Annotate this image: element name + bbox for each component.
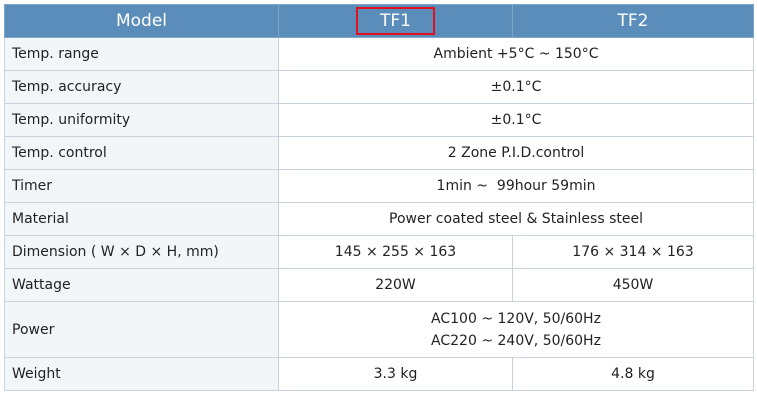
- row-label: Temp. control: [4, 136, 279, 170]
- row-value: ±0.1°C: [278, 70, 754, 104]
- table-row: Power AC100 ~ 120V, 50/60Hz AC220 ~ 240V, …: [4, 301, 754, 358]
- row-value: Ambient +5°C ~ 150°C: [278, 37, 754, 71]
- tf1-highlight: TF1: [356, 7, 435, 35]
- row-value: 1min ~ 99hour 59min: [278, 169, 754, 203]
- table-row: Timer 1min ~ 99hour 59min: [4, 169, 754, 203]
- power-line-1: AC100 ~ 120V, 50/60Hz: [431, 310, 601, 327]
- table-row: Material Power coated steel & Stainless s…: [4, 202, 754, 236]
- row-value: AC100 ~ 120V, 50/60Hz AC220 ~ 240V, 50/60…: [278, 301, 754, 358]
- row-label: Temp. uniformity: [4, 103, 279, 137]
- header-tf2: TF2: [512, 4, 754, 38]
- tf1-value: 3.3 kg: [278, 357, 513, 391]
- tf1-value: 145 × 255 × 163: [278, 235, 513, 269]
- row-label: Material: [4, 202, 279, 236]
- tf2-value: 176 × 314 × 163: [512, 235, 754, 269]
- table-row: Temp. control 2 Zone P.I.D.control: [4, 136, 754, 170]
- row-label: Weight: [4, 357, 279, 391]
- tf2-value: 4.8 kg: [512, 357, 754, 391]
- row-value: 2 Zone P.I.D.control: [278, 136, 754, 170]
- table-row: Weight 3.3 kg 4.8 kg: [4, 357, 754, 391]
- row-label: Temp. accuracy: [4, 70, 279, 104]
- header-tf1: TF1: [278, 4, 513, 38]
- row-label: Wattage: [4, 268, 279, 302]
- header-row: Model TF1 TF2: [4, 4, 754, 38]
- row-label: Timer: [4, 169, 279, 203]
- row-value: Power coated steel & Stainless steel: [278, 202, 754, 236]
- tf1-value: 220W: [278, 268, 513, 302]
- tf2-value: 450W: [512, 268, 754, 302]
- header-model: Model: [4, 4, 279, 38]
- spec-table: Model TF1 TF2 Temp. range Ambient +5°C ~ …: [4, 4, 754, 391]
- row-label: Dimension ( W × D × H, mm): [4, 235, 279, 269]
- table-row: Temp. range Ambient +5°C ~ 150°C: [4, 37, 754, 71]
- power-line-2: AC220 ~ 240V, 50/60Hz: [431, 332, 601, 349]
- table-row: Temp. uniformity ±0.1°C: [4, 103, 754, 137]
- table-row: Temp. accuracy ±0.1°C: [4, 70, 754, 104]
- table-row: Dimension ( W × D × H, mm) 145 × 255 × 16…: [4, 235, 754, 269]
- row-label: Power: [4, 301, 279, 358]
- row-value: ±0.1°C: [278, 103, 754, 137]
- row-label: Temp. range: [4, 37, 279, 71]
- table-row: Wattage 220W 450W: [4, 268, 754, 302]
